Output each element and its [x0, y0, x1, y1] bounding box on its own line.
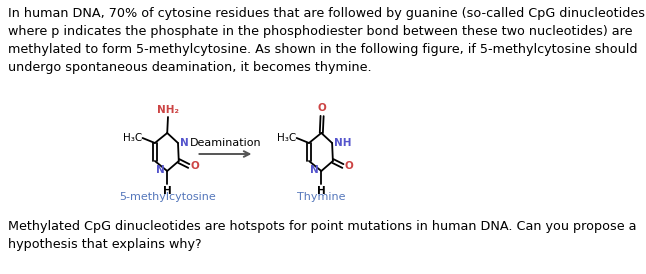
Text: O: O [344, 161, 353, 171]
Text: H₃C: H₃C [276, 133, 296, 143]
Text: 5-methylcytosine: 5-methylcytosine [119, 192, 216, 202]
Text: NH: NH [333, 138, 351, 148]
Text: NH₂: NH₂ [157, 105, 179, 115]
Text: Thymine: Thymine [297, 192, 346, 202]
Text: O: O [318, 103, 326, 113]
Text: N: N [310, 165, 319, 175]
Text: H₃C: H₃C [123, 133, 141, 143]
Text: N: N [156, 165, 165, 175]
Text: Deamination: Deamination [189, 138, 261, 148]
Text: H: H [163, 186, 172, 196]
Text: H: H [317, 186, 326, 196]
Text: N: N [180, 138, 188, 148]
Text: O: O [191, 161, 199, 171]
Text: In human DNA, 70% of cytosine residues that are followed by guanine (so-called C: In human DNA, 70% of cytosine residues t… [8, 7, 646, 74]
Text: Methylated CpG dinucleotides are hotspots for point mutations in human DNA. Can : Methylated CpG dinucleotides are hotspot… [8, 220, 636, 251]
